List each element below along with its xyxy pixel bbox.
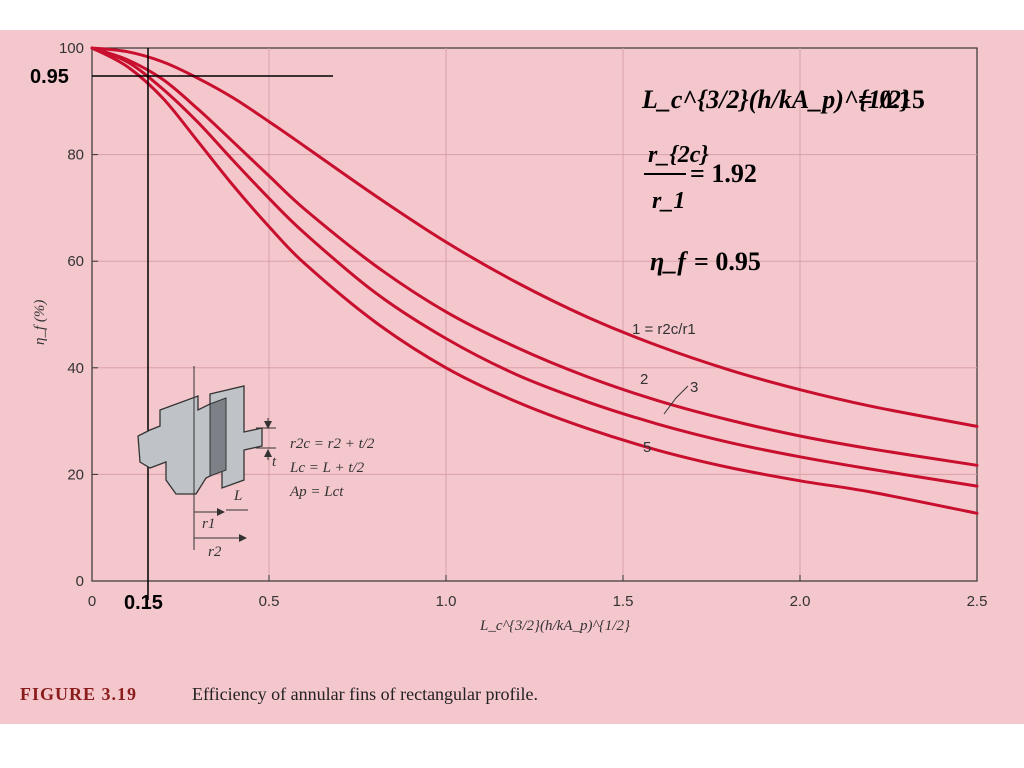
annotation-y-value: 0.95 — [30, 66, 69, 88]
series-line-4 — [90, 46, 979, 515]
axis-ticks: 0 0.5 1.0 1.5 2.0 2.5 0 20 40 60 80 100 — [59, 40, 987, 610]
equation-2-numerator: r_{2c} — [648, 142, 709, 168]
grid — [92, 48, 977, 581]
series-line-2 — [90, 46, 979, 467]
annotation-x-value: 0.15 — [124, 592, 163, 614]
y-tick-label: 20 — [67, 466, 84, 483]
curve-label-1: 1 = r2c/r1 — [632, 321, 696, 338]
x-tick-label: 2.5 — [967, 593, 988, 610]
x-tick-label: 0 — [88, 593, 96, 610]
plot-area — [91, 47, 978, 582]
fin-eq-ap: Ap = Lct — [289, 484, 344, 500]
fin-eq-r2c: r2c = r2 + t/2 — [290, 436, 375, 452]
fin-label-r2: r2 — [208, 544, 222, 560]
fin-eq-lc: Lc = L + t/2 — [289, 460, 365, 476]
y-axis-title: η_f (%) — [32, 300, 48, 345]
caption-text: Efficiency of annular fins of rectangula… — [192, 684, 538, 704]
y-tick-label: 40 — [67, 360, 84, 377]
fin-label-r1: r1 — [202, 516, 215, 532]
x-tick-label: 2.0 — [790, 593, 811, 610]
equation-2-denominator: r_1 — [652, 188, 685, 214]
equation-1-lhs: L_c^{3/2}(h/kA_p)^{1/2} — [641, 85, 910, 114]
x-axis-title: L_c^{3/2}(h/kA_p)^{1/2} — [479, 618, 630, 634]
equation-2-rhs: = 1.92 — [690, 159, 757, 188]
curve-label-3-leader — [663, 385, 689, 415]
x-tick-label: 1.0 — [436, 593, 457, 610]
x-tick-label: 0.5 — [259, 593, 280, 610]
equation-1-rhs: = 0.15 — [858, 85, 925, 114]
fin-diagram: t L r1 r2 r2c = r2 + t/2 Lc = L + t/2 Ap… — [137, 366, 375, 560]
equation-3-lhs: η_f — [650, 247, 688, 276]
curve-label-2: 2 — [640, 371, 648, 388]
series-line-1 — [90, 46, 979, 428]
fin-label-L: L — [233, 488, 242, 504]
fin-section-shade — [209, 397, 227, 477]
y-tick-label: 0 — [76, 573, 84, 590]
y-tick-label: 60 — [67, 253, 84, 270]
x-tick-label: 1.5 — [613, 593, 634, 610]
series — [90, 46, 979, 515]
figure-panel — [0, 30, 1024, 724]
caption-lead: FIGURE 3.19 — [20, 684, 137, 704]
y-tick-label: 80 — [67, 147, 84, 164]
fin-label-t: t — [272, 454, 277, 470]
curve-label-5: 5 — [643, 439, 651, 456]
series-line-3 — [90, 46, 979, 488]
fin-annulus-shape — [137, 385, 263, 495]
curve-label-3: 3 — [690, 379, 698, 396]
equation-block: L_c^{3/2}(h/kA_p)^{1/2} = 0.15 r_{2c} r_… — [641, 85, 925, 276]
y-tick-label: 100 — [59, 40, 84, 57]
equation-3-rhs: = 0.95 — [694, 247, 761, 276]
